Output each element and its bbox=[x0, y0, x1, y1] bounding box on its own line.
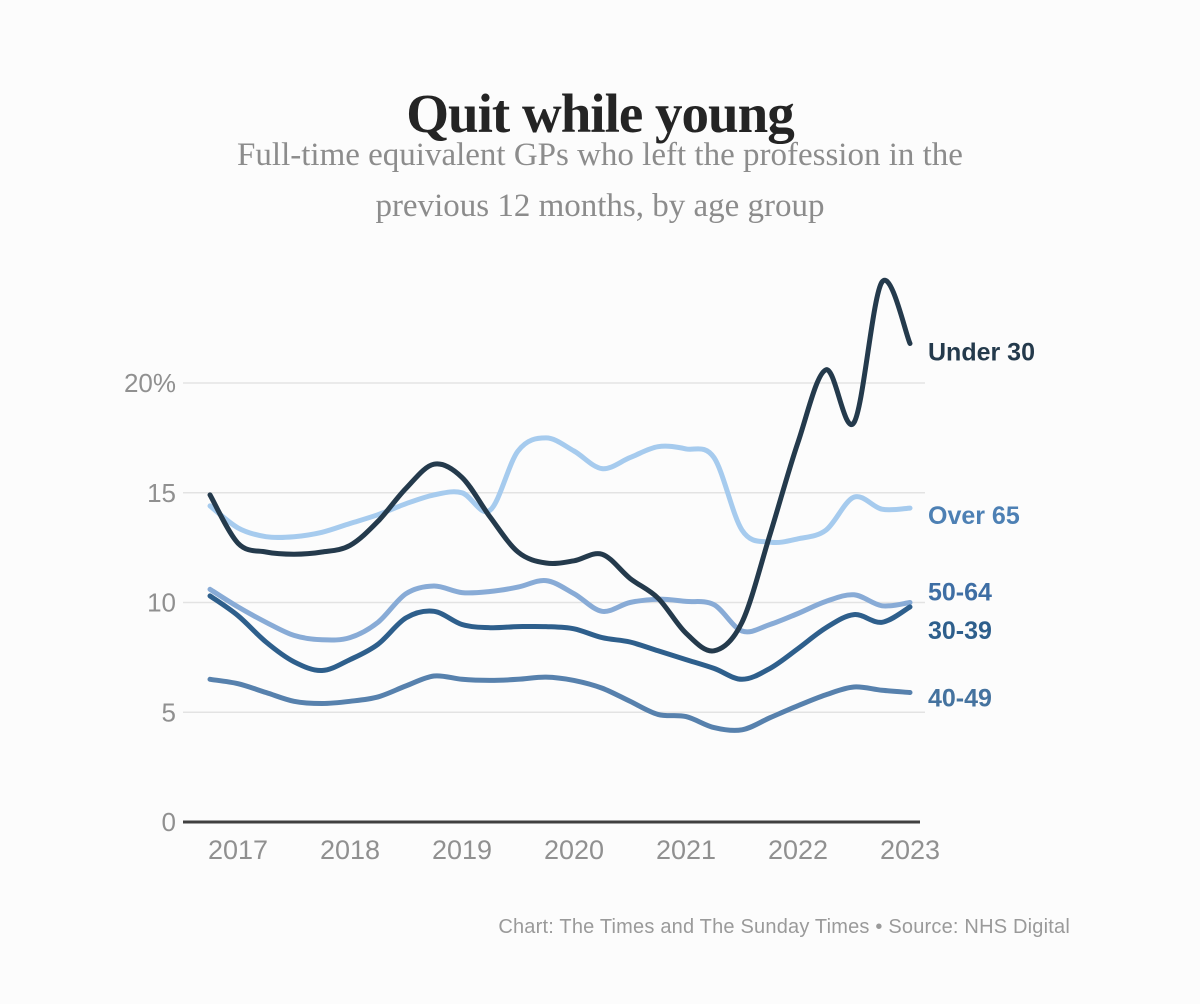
x-tick-2023: 2023 bbox=[880, 835, 940, 865]
series-line-under-30 bbox=[207, 277, 913, 654]
series-line-over-65 bbox=[207, 435, 913, 546]
series-line-30-39 bbox=[207, 593, 913, 682]
y-tick-5: 5 bbox=[162, 697, 176, 727]
y-tick-10: 10 bbox=[147, 588, 176, 618]
chart-credit: Chart: The Times and The Sunday Times • … bbox=[498, 916, 1070, 938]
y-tick-0: 0 bbox=[162, 807, 176, 837]
subtitle-line-1: Full-time equivalent GPs who left the pr… bbox=[237, 137, 963, 173]
y-tick-15: 15 bbox=[147, 478, 176, 508]
series-label-under-30: Under 30 bbox=[928, 338, 1035, 366]
series-label-over-65: Over 65 bbox=[928, 502, 1020, 530]
x-tick-2020: 2020 bbox=[544, 835, 604, 865]
x-tick-2019: 2019 bbox=[432, 835, 492, 865]
x-tick-2022: 2022 bbox=[768, 835, 828, 865]
series-label-50-64: 50-64 bbox=[928, 579, 992, 607]
series-label-40-49: 40-49 bbox=[928, 684, 992, 712]
x-tick-2021: 2021 bbox=[656, 835, 716, 865]
chart-subtitle: Full-time equivalent GPs who left the pr… bbox=[0, 130, 1200, 232]
series-line-50-64 bbox=[207, 577, 913, 643]
x-tick-2017: 2017 bbox=[208, 835, 268, 865]
series-label-30-39: 30-39 bbox=[928, 617, 992, 645]
chart-title: Quit while young bbox=[406, 82, 794, 144]
subtitle-line-2: previous 12 months, by age group bbox=[375, 188, 825, 224]
x-tick-2018: 2018 bbox=[320, 835, 380, 865]
y-tick-20: 20% bbox=[124, 368, 176, 398]
series-line-40-49 bbox=[207, 673, 913, 733]
